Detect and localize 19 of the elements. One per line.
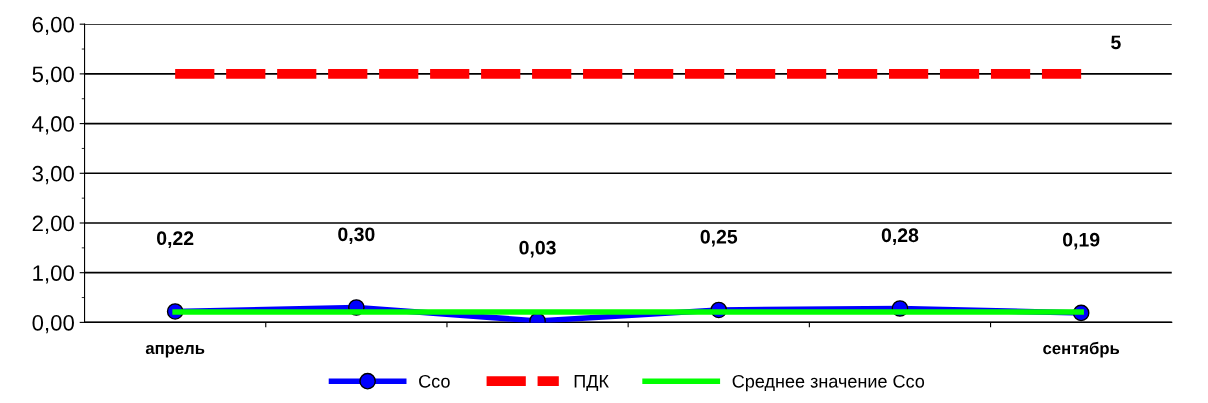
data-label: 5 bbox=[1111, 35, 1121, 50]
data-label: 0,28 bbox=[881, 228, 919, 245]
data-label: 0,03 bbox=[519, 240, 556, 258]
y-tick-label: 5,00 bbox=[32, 66, 74, 85]
y-tick-label: 3,00 bbox=[32, 165, 74, 185]
legend-label: Среднее значение Cсо bbox=[732, 374, 925, 392]
legend-label: ПДК bbox=[574, 375, 609, 392]
x-tick-label: апрель bbox=[145, 344, 205, 358]
legend-label: Cсо bbox=[419, 374, 450, 388]
y-tick-label: 1,00 bbox=[33, 265, 74, 284]
y-tick-label: 6,00 bbox=[32, 16, 74, 36]
y-tick-label: 0,00 bbox=[32, 314, 74, 334]
data-label: 0,30 bbox=[338, 227, 375, 244]
data-label: 0,22 bbox=[157, 231, 194, 248]
data-label: 0,25 bbox=[700, 229, 738, 247]
data-label: 0,19 bbox=[1063, 232, 1100, 250]
y-tick-label: 4,00 bbox=[32, 116, 74, 135]
y-tick-label: 2,00 bbox=[32, 215, 74, 234]
x-tick-label: сентябрь bbox=[1043, 341, 1120, 358]
